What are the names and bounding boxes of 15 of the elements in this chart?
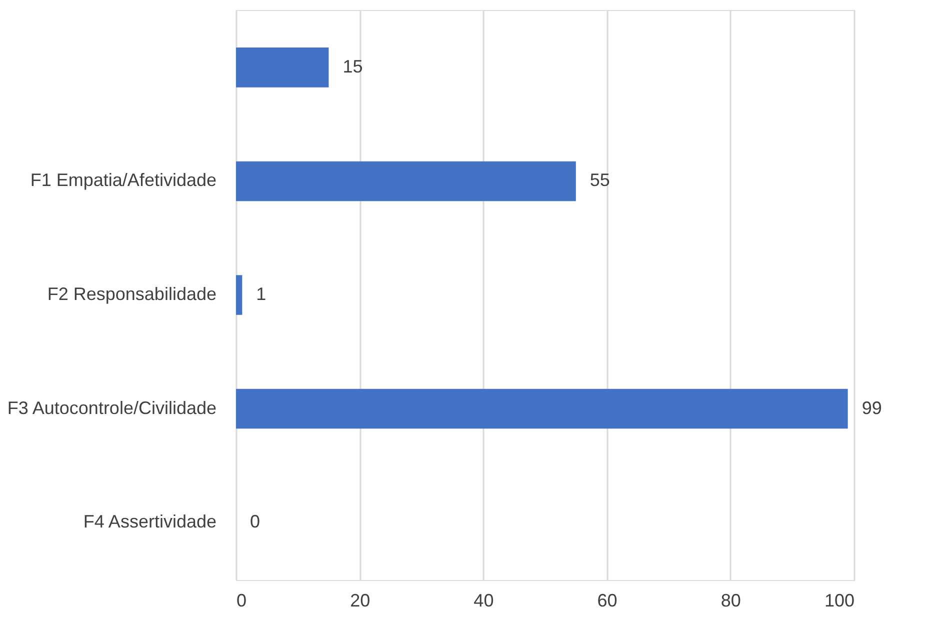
y-tick-label: F3 Autocontrole/Civilidade xyxy=(7,398,216,418)
data-label: 15 xyxy=(342,56,363,76)
x-tick-label: 80 xyxy=(720,590,741,610)
data-label: 1 xyxy=(256,284,266,304)
data-label: 0 xyxy=(250,512,260,532)
data-label: 99 xyxy=(862,398,882,418)
y-tick-label: F1 Empatia/Afetividade xyxy=(30,170,216,190)
data-label: 55 xyxy=(590,170,610,190)
x-tick-label: 40 xyxy=(474,590,494,610)
x-tick-label: 100 xyxy=(824,590,854,610)
y-tick-label: F2 Responsabilidade xyxy=(47,284,216,304)
x-tick-label: 20 xyxy=(350,590,370,610)
x-tick-label: 0 xyxy=(236,590,247,610)
y-tick-label: F4 Assertividade xyxy=(83,512,216,532)
x-tick-label: 60 xyxy=(597,590,618,610)
